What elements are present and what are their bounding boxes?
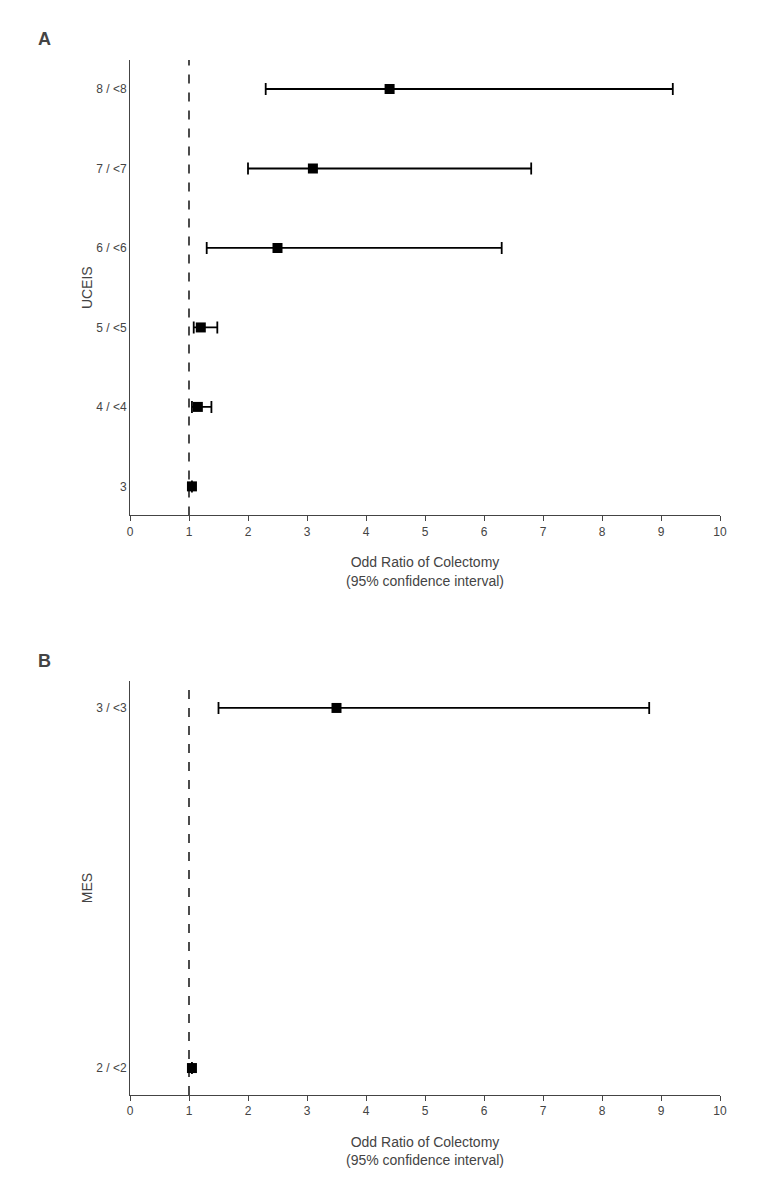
svg-text:2: 2 — [245, 1104, 252, 1118]
svg-text:A: A — [38, 29, 51, 49]
svg-text:4: 4 — [363, 1104, 370, 1118]
svg-text:0: 0 — [127, 525, 134, 539]
svg-text:2 / <2: 2 / <2 — [96, 1061, 127, 1075]
svg-text:6 / <6: 6 / <6 — [96, 241, 127, 255]
svg-text:5 / <5: 5 / <5 — [96, 321, 127, 335]
svg-text:UCEIS: UCEIS — [79, 266, 95, 309]
svg-text:7: 7 — [540, 525, 547, 539]
svg-text:3: 3 — [304, 1104, 311, 1118]
svg-text:Odd Ratio of Colectomy(95% con: Odd Ratio of Colectomy(95% confidence in… — [346, 1134, 504, 1168]
svg-text:9: 9 — [658, 525, 665, 539]
svg-text:10: 10 — [713, 525, 727, 539]
svg-text:7 / <7: 7 / <7 — [96, 162, 127, 176]
svg-text:Odd Ratio of Colectomy(95% con: Odd Ratio of Colectomy(95% confidence in… — [346, 554, 504, 588]
svg-text:8: 8 — [599, 525, 606, 539]
svg-text:0: 0 — [127, 1104, 134, 1118]
svg-text:2: 2 — [245, 525, 252, 539]
svg-text:7: 7 — [540, 1104, 547, 1118]
svg-text:1: 1 — [186, 1104, 193, 1118]
svg-text:8 / <8: 8 / <8 — [96, 82, 127, 96]
svg-text:3: 3 — [304, 525, 311, 539]
svg-text:6: 6 — [481, 1104, 488, 1118]
svg-text:3 / <3: 3 / <3 — [96, 701, 127, 715]
svg-text:9: 9 — [658, 1104, 665, 1118]
svg-text:8: 8 — [599, 1104, 606, 1118]
svg-text:6: 6 — [481, 525, 488, 539]
svg-text:4 / <4: 4 / <4 — [96, 400, 127, 414]
svg-text:10: 10 — [713, 1104, 727, 1118]
svg-text:3: 3 — [120, 480, 127, 494]
svg-text:5: 5 — [422, 525, 429, 539]
svg-text:B: B — [38, 651, 51, 671]
svg-text:MES: MES — [79, 873, 95, 903]
svg-text:5: 5 — [422, 1104, 429, 1118]
svg-text:4: 4 — [363, 525, 370, 539]
svg-text:1: 1 — [186, 525, 193, 539]
